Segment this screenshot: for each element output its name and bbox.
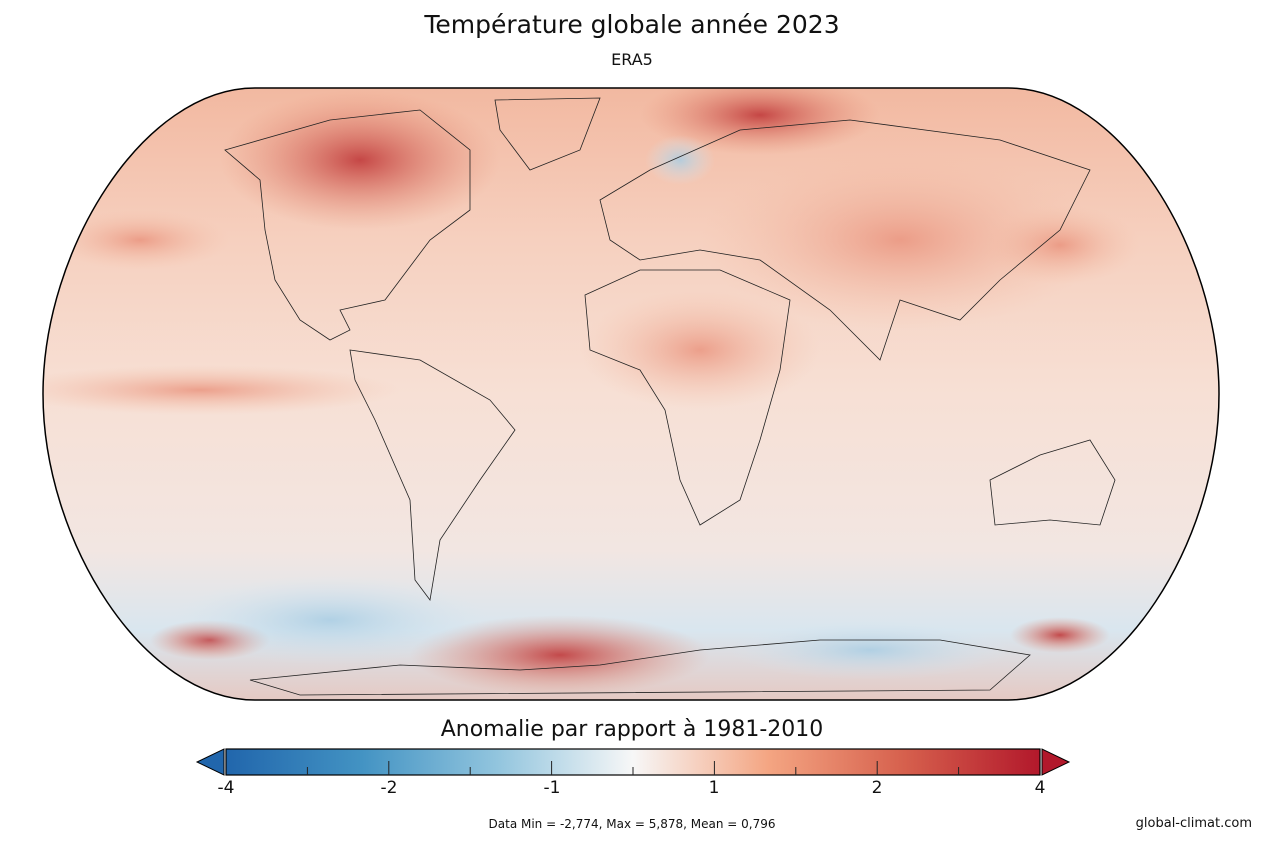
colorbar-tick-label: 4	[1034, 778, 1046, 798]
data-statistics: Data Min = -2,774, Max = 5,878, Mean = 0…	[488, 817, 776, 831]
colorbar-tick-label: 2	[871, 778, 883, 798]
colorbar-tick-label: -4	[217, 778, 235, 798]
source-credit: global-climat.com	[1135, 816, 1252, 831]
colorbar-tick-label: -1	[543, 778, 561, 798]
colorbar-title: Anomalie par rapport à 1981-2010	[440, 717, 824, 742]
anomaly-field	[43, 88, 1219, 700]
colorbar-ticks	[306, 761, 960, 775]
map-subtitle: ERA5	[611, 50, 653, 69]
colorbar-tick-label: 1	[708, 778, 720, 798]
colorbar-tick-label: -2	[380, 778, 398, 798]
colorbar-extend-high	[1041, 748, 1071, 776]
colorbar-extend-low	[195, 748, 225, 776]
coastlines	[224, 97, 1116, 696]
map-outline	[42, 87, 1220, 701]
map-title: Température globale année 2023	[424, 10, 840, 39]
